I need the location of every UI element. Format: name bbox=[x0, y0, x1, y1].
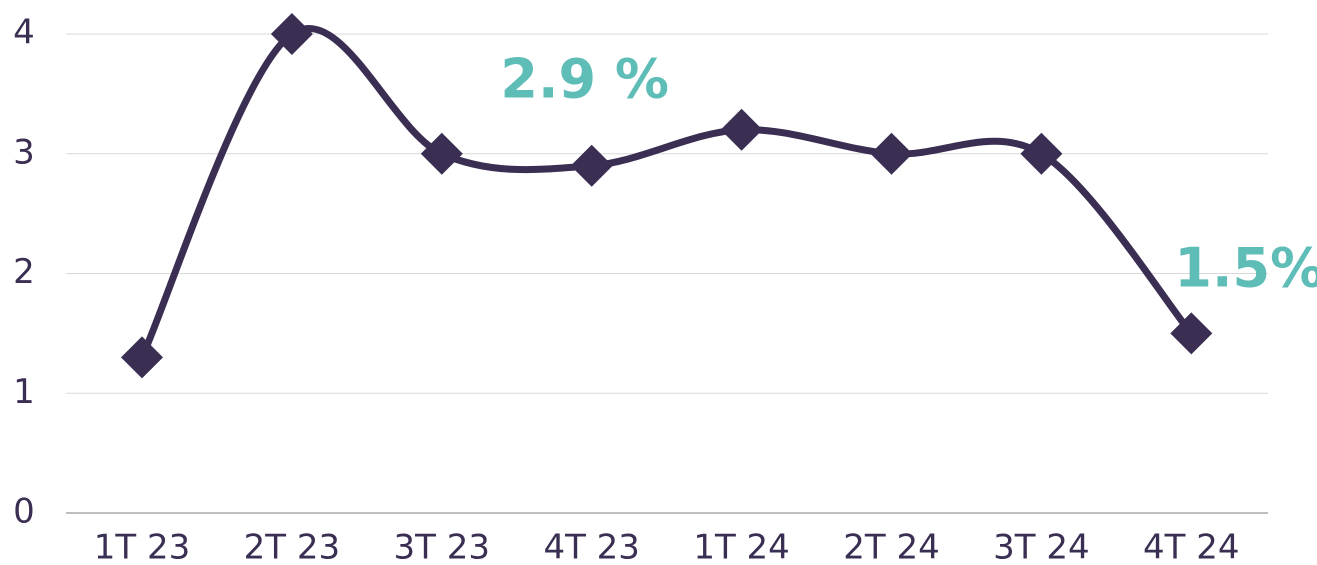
data-label: 1.5% bbox=[1174, 237, 1317, 300]
y-tick-label: 2 bbox=[13, 252, 35, 292]
x-tick-label: 4T 23 bbox=[543, 528, 639, 565]
marker bbox=[870, 132, 913, 175]
marker bbox=[121, 336, 163, 379]
x-tick-label: 1T 23 bbox=[94, 528, 190, 565]
y-tick-label: 3 bbox=[13, 132, 35, 172]
data-label: 2.9 % bbox=[500, 48, 669, 111]
x-tick-label: 1T 24 bbox=[693, 528, 789, 565]
marker bbox=[720, 108, 763, 151]
y-tick-label: 0 bbox=[13, 492, 35, 532]
x-tick-label: 2T 23 bbox=[244, 528, 340, 565]
y-tick-label: 4 bbox=[13, 13, 35, 53]
x-tick-label: 2T 24 bbox=[843, 528, 939, 565]
x-tick-label: 4T 24 bbox=[1143, 528, 1239, 565]
marker bbox=[420, 132, 463, 175]
y-tick-label: 1 bbox=[13, 372, 35, 412]
x-tick-label: 3T 23 bbox=[394, 528, 490, 565]
marker bbox=[570, 144, 613, 187]
x-tick-label: 3T 24 bbox=[993, 528, 1089, 565]
marker bbox=[270, 13, 313, 55]
marker bbox=[1020, 132, 1063, 175]
marker bbox=[1170, 312, 1213, 355]
